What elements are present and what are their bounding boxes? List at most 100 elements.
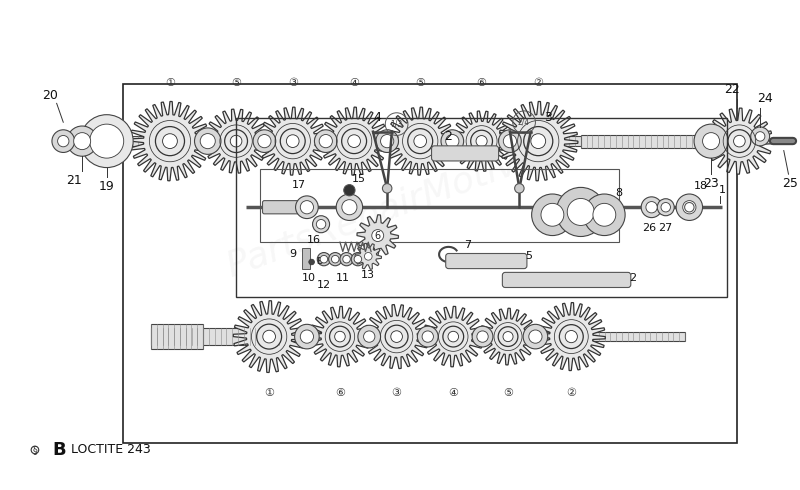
Circle shape — [280, 129, 305, 153]
FancyBboxPatch shape — [431, 146, 498, 161]
Circle shape — [498, 130, 522, 152]
Circle shape — [225, 130, 247, 152]
Circle shape — [523, 324, 548, 349]
Circle shape — [734, 135, 746, 147]
Text: 18: 18 — [694, 181, 708, 192]
Circle shape — [529, 330, 542, 343]
Circle shape — [661, 202, 670, 212]
Text: ①: ① — [264, 388, 274, 398]
Text: B: B — [52, 441, 66, 459]
Circle shape — [676, 194, 702, 221]
Circle shape — [314, 130, 337, 152]
FancyBboxPatch shape — [446, 253, 527, 269]
Circle shape — [682, 200, 696, 214]
Circle shape — [532, 194, 573, 236]
Circle shape — [566, 331, 578, 343]
Text: ⑤: ⑤ — [503, 388, 513, 398]
Text: 8: 8 — [615, 188, 622, 198]
Circle shape — [348, 135, 361, 147]
Circle shape — [503, 135, 517, 148]
Circle shape — [330, 326, 350, 347]
Circle shape — [476, 136, 487, 147]
Text: 9: 9 — [289, 249, 296, 259]
Circle shape — [376, 130, 398, 152]
Circle shape — [446, 135, 459, 148]
Text: §: § — [33, 445, 38, 455]
Text: 27: 27 — [658, 223, 673, 233]
Polygon shape — [357, 215, 398, 256]
Text: 10: 10 — [302, 273, 316, 283]
Circle shape — [340, 252, 353, 266]
Text: 13: 13 — [362, 270, 375, 280]
Text: 4: 4 — [374, 111, 382, 124]
Circle shape — [336, 194, 362, 221]
Circle shape — [334, 331, 346, 342]
Circle shape — [422, 331, 434, 342]
Text: B: B — [316, 258, 322, 267]
Bar — [260, 170, 618, 242]
Circle shape — [286, 135, 299, 147]
Circle shape — [342, 199, 357, 215]
Circle shape — [67, 126, 98, 156]
Circle shape — [253, 130, 276, 152]
Text: PartsRepairMotive: PartsRepairMotive — [222, 140, 543, 284]
Text: 25: 25 — [782, 177, 798, 190]
Polygon shape — [365, 305, 429, 368]
Text: 21: 21 — [66, 174, 82, 187]
Circle shape — [503, 332, 513, 342]
Circle shape — [155, 126, 185, 156]
Circle shape — [90, 124, 124, 158]
Circle shape — [372, 230, 384, 242]
Circle shape — [363, 331, 375, 342]
Circle shape — [331, 255, 339, 263]
Text: 7: 7 — [464, 240, 471, 250]
Circle shape — [556, 187, 606, 237]
Text: 2: 2 — [445, 130, 453, 143]
Circle shape — [593, 203, 616, 226]
Circle shape — [318, 252, 330, 266]
Polygon shape — [480, 308, 536, 365]
Circle shape — [351, 252, 365, 266]
Text: 24: 24 — [757, 92, 773, 105]
Text: ⑥: ⑥ — [335, 388, 345, 398]
Circle shape — [448, 331, 458, 342]
Circle shape — [641, 197, 662, 218]
Text: ③: ③ — [288, 77, 298, 88]
Circle shape — [408, 129, 433, 153]
Text: 2: 2 — [629, 273, 636, 283]
Circle shape — [441, 130, 464, 152]
Circle shape — [257, 324, 282, 349]
Text: ⑤: ⑤ — [231, 77, 241, 88]
Circle shape — [309, 259, 314, 265]
Circle shape — [58, 135, 69, 147]
Text: LOCTITE 243: LOCTITE 243 — [71, 443, 150, 456]
Circle shape — [418, 326, 438, 347]
Bar — [274, 332, 685, 342]
Circle shape — [295, 196, 318, 219]
Circle shape — [354, 255, 362, 263]
Circle shape — [230, 135, 242, 147]
Circle shape — [728, 130, 751, 152]
Circle shape — [470, 130, 493, 152]
Circle shape — [342, 255, 350, 263]
Circle shape — [583, 194, 625, 236]
FancyBboxPatch shape — [502, 272, 630, 288]
Circle shape — [316, 220, 326, 229]
Circle shape — [300, 330, 314, 343]
Circle shape — [685, 202, 694, 212]
Polygon shape — [423, 306, 483, 367]
Bar — [122, 84, 737, 443]
Circle shape — [365, 252, 372, 260]
Text: ②: ② — [534, 77, 543, 88]
Circle shape — [531, 134, 546, 148]
Circle shape — [300, 200, 314, 214]
Circle shape — [294, 324, 319, 349]
Polygon shape — [498, 101, 578, 181]
Circle shape — [313, 216, 330, 233]
Circle shape — [262, 330, 275, 343]
Circle shape — [472, 326, 493, 347]
Circle shape — [755, 132, 765, 141]
Circle shape — [385, 325, 408, 348]
Text: 22: 22 — [724, 83, 740, 96]
Circle shape — [358, 325, 381, 348]
